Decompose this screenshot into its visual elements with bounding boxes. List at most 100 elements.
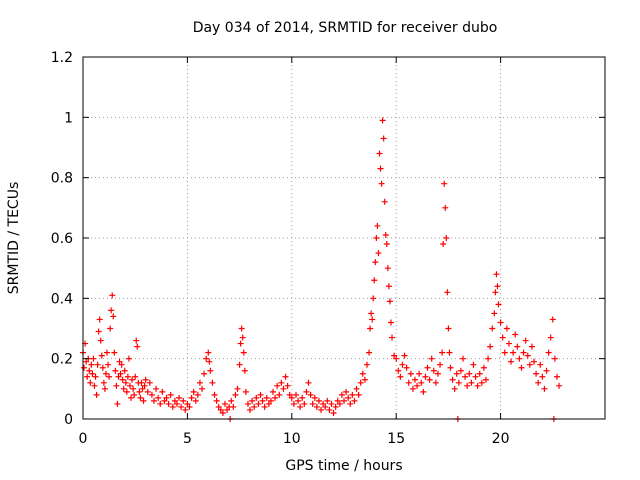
data-point (239, 334, 246, 341)
data-point (107, 325, 114, 332)
data-point (139, 385, 146, 392)
data-point (131, 391, 138, 398)
data-point (378, 180, 385, 187)
data-point (288, 394, 295, 401)
data-point (128, 394, 135, 401)
data-point (430, 367, 437, 374)
data-point (533, 370, 540, 377)
data-point (95, 328, 102, 335)
data-point (468, 379, 475, 386)
data-point (206, 358, 213, 365)
data-point (405, 379, 412, 386)
data-point (424, 364, 431, 371)
data-point (357, 379, 364, 386)
data-point (374, 222, 381, 229)
data-point (221, 400, 228, 407)
data-point (112, 367, 119, 374)
data-point (251, 403, 258, 410)
data-point (132, 373, 139, 380)
data-point (211, 391, 218, 398)
data-point (299, 394, 306, 401)
data-point (274, 382, 281, 389)
data-point (88, 361, 95, 368)
data-point (148, 391, 155, 398)
data-point (446, 349, 453, 356)
y-tick-label: 1.2 (51, 50, 73, 66)
data-point (432, 379, 439, 386)
data-point (301, 400, 308, 407)
data-point (505, 340, 512, 347)
data-point (282, 373, 289, 380)
data-point (497, 319, 504, 326)
data-point (493, 271, 500, 278)
data-point (535, 379, 542, 386)
data-point (97, 337, 104, 344)
data-point (384, 265, 391, 272)
data-point (512, 331, 519, 338)
data-point (451, 385, 458, 392)
data-point (84, 373, 91, 380)
data-point (334, 397, 341, 404)
data-point (549, 316, 556, 323)
data-point (395, 367, 402, 374)
data-point (426, 376, 433, 383)
data-point (94, 361, 101, 368)
data-point (217, 406, 224, 413)
data-point (150, 397, 157, 404)
data-point (176, 394, 183, 401)
data-point (444, 289, 451, 296)
data-point (182, 406, 189, 413)
data-point (341, 397, 347, 404)
data-point (190, 388, 197, 395)
data-point (105, 361, 112, 368)
data-point (407, 370, 414, 377)
data-point (347, 400, 354, 407)
data-point (270, 388, 277, 395)
data-point (309, 400, 316, 407)
data-point (255, 400, 262, 407)
data-point (439, 349, 446, 356)
data-point (276, 391, 283, 398)
data-point (290, 400, 297, 407)
data-point (503, 325, 510, 332)
data-point (115, 373, 122, 380)
data-point (442, 204, 449, 211)
data-point (366, 349, 373, 356)
data-point (188, 394, 195, 401)
data-point (482, 376, 489, 383)
data-point (355, 391, 362, 398)
data-point (196, 379, 203, 386)
data-point (237, 340, 244, 347)
data-point (295, 397, 302, 404)
data-point (307, 391, 314, 398)
data-point (184, 400, 191, 407)
data-point (280, 385, 287, 392)
data-point (315, 397, 322, 404)
data-point (136, 388, 143, 395)
data-point (215, 403, 222, 410)
data-point (368, 310, 375, 317)
data-point (553, 373, 560, 380)
data-point (173, 400, 180, 407)
data-point (383, 241, 390, 248)
data-point (462, 373, 469, 380)
data-point (313, 403, 320, 410)
data-point (100, 379, 107, 386)
data-point (382, 231, 389, 238)
x-tick-label: 5 (183, 431, 192, 447)
data-point (474, 382, 481, 389)
data-point (545, 349, 552, 356)
data-point (96, 316, 103, 323)
data-point (122, 379, 129, 386)
data-point (267, 397, 274, 404)
data-point (92, 373, 99, 380)
data-point (241, 367, 248, 374)
data-point (472, 373, 479, 380)
data-point (171, 397, 178, 404)
data-point (234, 385, 241, 392)
data-point (455, 379, 462, 386)
data-point (320, 400, 327, 407)
data-point (90, 355, 97, 362)
y-tick-label: 0.6 (51, 231, 73, 247)
data-point (537, 361, 544, 368)
